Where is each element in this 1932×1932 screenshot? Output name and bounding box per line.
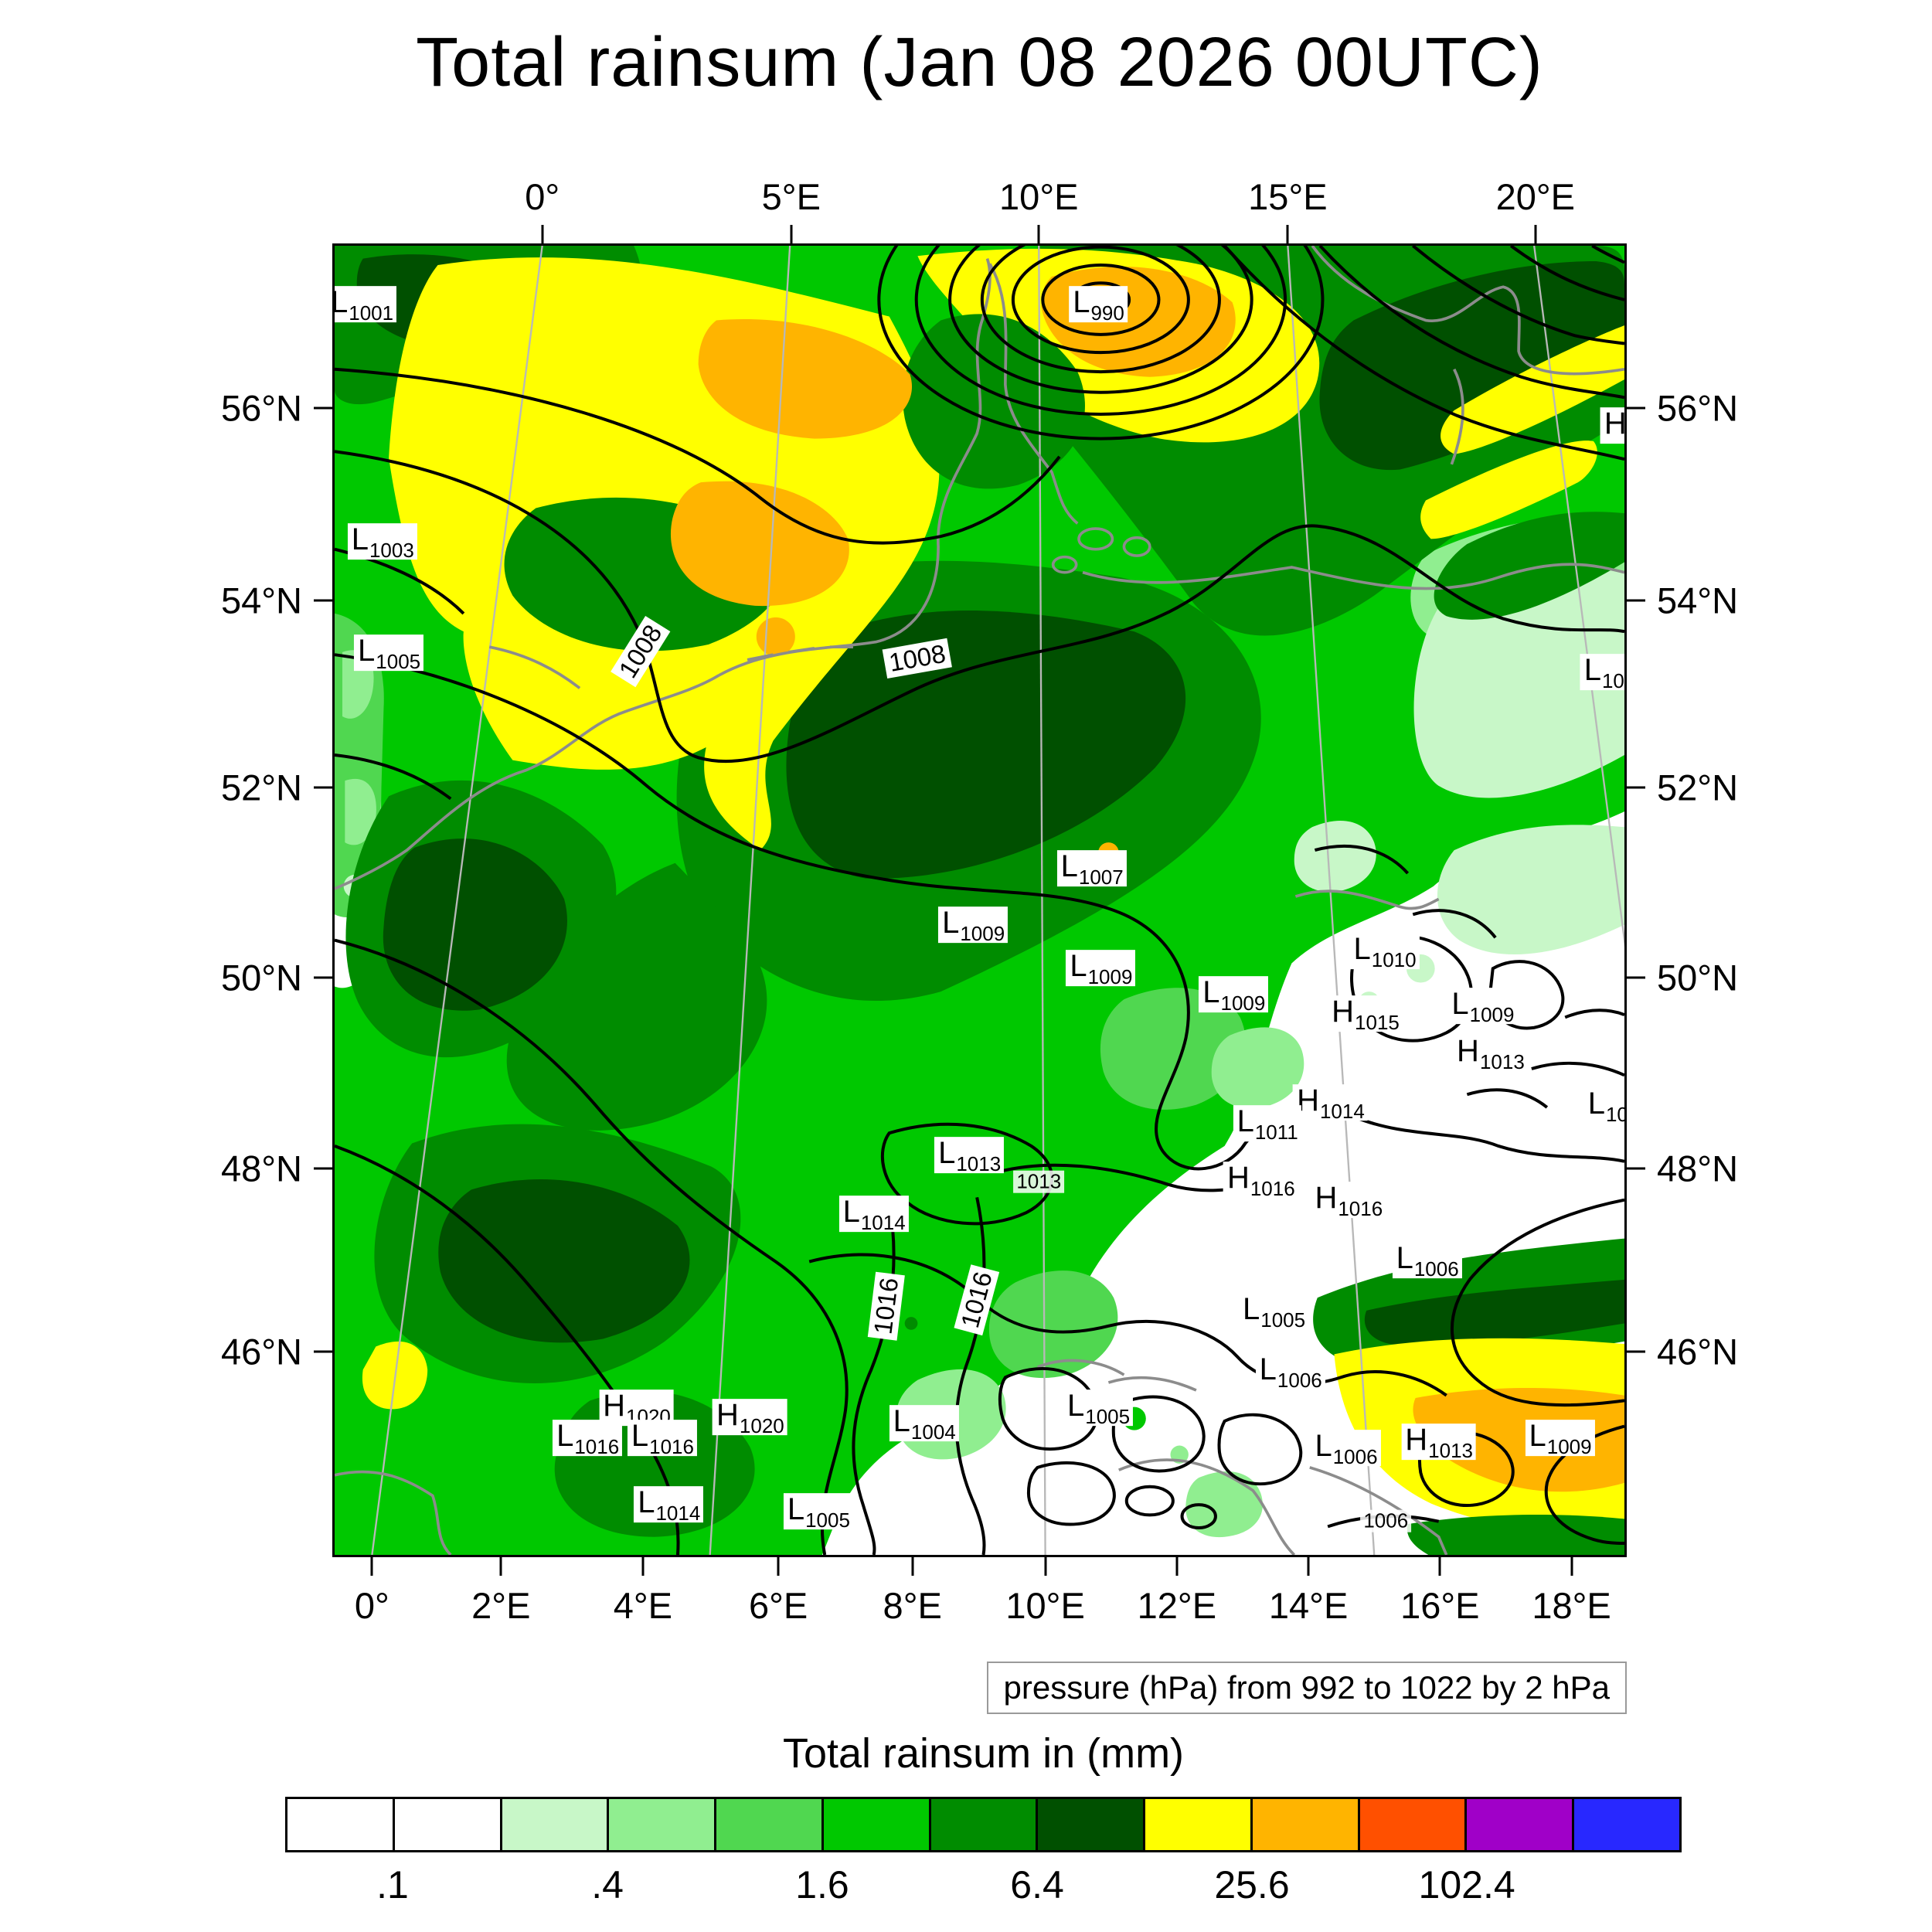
lon-tick-label: 8°E — [883, 1585, 942, 1626]
colorbar-title: Total rainsum in (mm) — [782, 1730, 1185, 1777]
lat-tick-label: 52°N — [1657, 767, 1739, 808]
lon-tick-label: 20°E — [1495, 176, 1576, 217]
colorbar-segment — [502, 1799, 607, 1850]
axis-tick — [314, 599, 332, 602]
lon-tick-label: 2°E — [471, 1585, 531, 1626]
axis-tick — [1627, 1167, 1645, 1170]
axis-tick — [1175, 1557, 1179, 1576]
colorbar-segment — [1359, 1799, 1465, 1850]
colorbar-segment — [1574, 1799, 1679, 1850]
colorbar-tick-label: 25.6 — [1214, 1863, 1290, 1906]
axis-tick — [1627, 599, 1645, 602]
colorbar-segment — [930, 1799, 1036, 1850]
left-axis: 56°N 54°N 52°N 50°N 48°N 46°N — [188, 246, 335, 1555]
lon-tick-label: 16°E — [1400, 1585, 1480, 1626]
lat-tick-label: 46°N — [220, 1331, 302, 1372]
lon-tick-label: 4°E — [613, 1585, 673, 1626]
axis-tick — [911, 1557, 914, 1576]
axis-tick — [1044, 1557, 1047, 1576]
right-axis: 56°N 54°N 52°N 50°N 48°N 46°N — [1624, 246, 1771, 1555]
colorbar-segment — [716, 1799, 821, 1850]
colorbar-tick-label: 102.4 — [1418, 1863, 1515, 1906]
map-frame: 0° 5°E 10°E 15°E 20°E 0° 2°E 4°E 6°E 8°E 10°E 12°E… — [221, 176, 1738, 1626]
axis-tick — [1438, 1557, 1441, 1576]
colorbar-segment — [287, 1799, 393, 1850]
map-area: L1001 L990 L1003 L1005 L1007 L1009 L1009 L1009 L… — [335, 246, 1624, 1555]
axis-tick — [1534, 225, 1537, 243]
colorbar-labels: .1 .4 1.6 6.4 25.6 102.4 — [285, 1862, 1682, 1917]
lon-tick-label: 18°E — [1532, 1585, 1611, 1626]
lat-tick-label: 46°N — [1657, 1331, 1739, 1372]
axis-tick — [314, 786, 332, 789]
axis-tick — [541, 225, 544, 243]
colorbar-tick-label: .1 — [376, 1863, 409, 1906]
axis-tick — [1627, 976, 1645, 979]
colorbar-segment — [823, 1799, 929, 1850]
rain-fill-layer — [335, 246, 1624, 1555]
colorbar-segment — [394, 1799, 500, 1850]
precipitation-map-svg — [335, 246, 1624, 1555]
lat-tick-label: 54°N — [220, 580, 302, 621]
axis-tick — [314, 406, 332, 410]
lon-tick-label: 5°E — [761, 176, 821, 217]
lat-tick-label: 48°N — [1657, 1148, 1739, 1189]
axis-tick — [1627, 406, 1645, 410]
axis-tick — [370, 1557, 373, 1576]
axis-tick — [1286, 225, 1289, 243]
bottom-axis: 0° 2°E 4°E 6°E 8°E 10°E 12°E 14°E 16°E 18°E — [335, 1555, 1624, 1644]
top-axis: 0° 5°E 10°E 15°E 20°E — [335, 161, 1624, 246]
axis-tick — [1570, 1557, 1573, 1576]
gridline-layer — [371, 246, 1624, 1555]
lon-tick-label: 10°E — [999, 176, 1079, 217]
axis-tick — [1627, 1350, 1645, 1353]
colorbar-tick-label: 6.4 — [1010, 1863, 1064, 1906]
axis-tick — [790, 225, 793, 243]
colorbar — [285, 1797, 1682, 1852]
plot-title: Total rainsum (Jan 08 2026 00UTC) — [416, 24, 1543, 101]
colorbar-segment — [609, 1799, 715, 1850]
isobar-layer — [335, 246, 1624, 1555]
lat-tick-label: 50°N — [220, 957, 302, 998]
axis-tick — [641, 1557, 645, 1576]
lon-tick-label: 12°E — [1137, 1585, 1217, 1626]
colorbar-segment — [1467, 1799, 1573, 1850]
axis-tick — [1627, 786, 1645, 789]
lon-tick-label: 10°E — [1005, 1585, 1085, 1626]
lat-tick-label: 56°N — [1657, 387, 1739, 429]
pressure-note: pressure (hPa) from 992 to 1022 by 2 hPa — [986, 1662, 1627, 1714]
lat-tick-label: 52°N — [220, 767, 302, 808]
colorbar-segment — [1145, 1799, 1250, 1850]
lat-tick-label: 56°N — [220, 387, 302, 429]
axis-tick — [1037, 225, 1040, 243]
lat-tick-label: 48°N — [220, 1148, 302, 1189]
lon-tick-label: 0° — [354, 1585, 389, 1626]
colorbar-tick-label: .4 — [591, 1863, 624, 1906]
lon-tick-label: 14°E — [1268, 1585, 1349, 1626]
lon-tick-label: 15°E — [1248, 176, 1328, 217]
colorbar-tick-label: 1.6 — [795, 1863, 849, 1906]
axis-tick — [499, 1557, 502, 1576]
axis-tick — [314, 1167, 332, 1170]
colorbar-segment — [1252, 1799, 1358, 1850]
lat-tick-label: 50°N — [1657, 957, 1739, 998]
axis-tick — [314, 1350, 332, 1353]
axis-tick — [777, 1557, 780, 1576]
axis-tick — [1307, 1557, 1310, 1576]
axis-tick — [314, 976, 332, 979]
lon-tick-label: 6°E — [748, 1585, 808, 1626]
lat-tick-label: 54°N — [1657, 580, 1739, 621]
colorbar-segment — [1038, 1799, 1144, 1850]
lon-tick-label: 0° — [525, 176, 560, 217]
